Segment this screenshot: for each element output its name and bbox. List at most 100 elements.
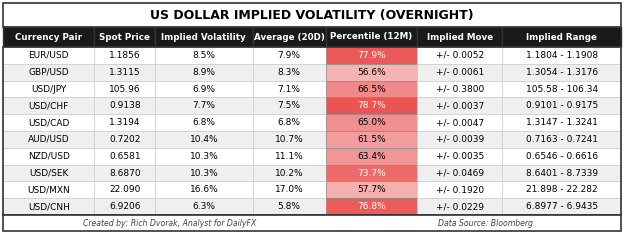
Text: 6.9206: 6.9206 — [109, 202, 140, 211]
Text: Implied Move: Implied Move — [427, 33, 493, 41]
Text: 10.3%: 10.3% — [190, 168, 218, 178]
Bar — [155, 148, 253, 165]
Bar — [253, 27, 326, 47]
Bar — [253, 47, 326, 64]
Text: 6.3%: 6.3% — [192, 202, 215, 211]
Bar — [326, 148, 417, 165]
Bar — [417, 27, 502, 47]
Text: 16.6%: 16.6% — [190, 185, 218, 194]
Text: 7.9%: 7.9% — [278, 51, 301, 60]
Bar — [94, 27, 155, 47]
Bar — [94, 97, 155, 114]
Bar — [326, 131, 417, 148]
Bar — [3, 27, 94, 47]
Text: Implied Volatility: Implied Volatility — [162, 33, 246, 41]
Text: +/- 0.3800: +/- 0.3800 — [436, 84, 484, 94]
Text: 7.1%: 7.1% — [278, 84, 301, 94]
Bar — [326, 181, 417, 198]
Bar — [417, 165, 502, 181]
Bar — [417, 80, 502, 97]
Text: 1.3147 - 1.3241: 1.3147 - 1.3241 — [526, 118, 598, 127]
Text: 57.7%: 57.7% — [357, 185, 386, 194]
Text: USD/CHF: USD/CHF — [29, 101, 69, 110]
Bar — [253, 165, 326, 181]
Bar — [502, 64, 621, 80]
Text: 105.58 - 106.34: 105.58 - 106.34 — [525, 84, 598, 94]
Bar — [417, 64, 502, 80]
Text: 6.9%: 6.9% — [192, 84, 215, 94]
Bar — [417, 97, 502, 114]
Text: 10.3%: 10.3% — [190, 152, 218, 161]
Bar — [502, 148, 621, 165]
Bar — [94, 64, 155, 80]
Text: 22.090: 22.090 — [109, 185, 140, 194]
Text: USD/CNH: USD/CNH — [28, 202, 70, 211]
Text: 8.6870: 8.6870 — [109, 168, 140, 178]
Bar — [155, 131, 253, 148]
Text: 10.2%: 10.2% — [275, 168, 303, 178]
Bar — [155, 97, 253, 114]
Bar — [253, 80, 326, 97]
Text: GBP/USD: GBP/USD — [29, 68, 69, 77]
Bar — [155, 47, 253, 64]
Bar — [326, 80, 417, 97]
Text: EUR/USD: EUR/USD — [29, 51, 69, 60]
Bar — [3, 3, 621, 27]
Text: 5.8%: 5.8% — [278, 202, 301, 211]
Bar — [326, 97, 417, 114]
Bar — [155, 114, 253, 131]
Text: Average (20D): Average (20D) — [254, 33, 324, 41]
Text: 6.8977 - 6.9435: 6.8977 - 6.9435 — [525, 202, 598, 211]
Text: 78.7%: 78.7% — [357, 101, 386, 110]
Text: +/- 0.1920: +/- 0.1920 — [436, 185, 484, 194]
Bar — [326, 27, 417, 47]
Bar — [3, 64, 94, 80]
Text: +/- 0.0229: +/- 0.0229 — [436, 202, 484, 211]
Text: +/- 0.0469: +/- 0.0469 — [436, 168, 484, 178]
Text: 0.7202: 0.7202 — [109, 135, 140, 144]
Text: 0.6581: 0.6581 — [109, 152, 140, 161]
Bar — [417, 47, 502, 64]
Text: 63.4%: 63.4% — [357, 152, 386, 161]
Bar — [155, 198, 253, 215]
Text: +/- 0.0061: +/- 0.0061 — [436, 68, 484, 77]
Text: 8.5%: 8.5% — [192, 51, 215, 60]
Bar — [3, 131, 94, 148]
Bar — [155, 165, 253, 181]
Text: NZD/USD: NZD/USD — [28, 152, 70, 161]
Text: USD/MXN: USD/MXN — [27, 185, 70, 194]
Bar — [502, 131, 621, 148]
Text: 1.3194: 1.3194 — [109, 118, 140, 127]
Text: 17.0%: 17.0% — [275, 185, 303, 194]
Bar — [94, 148, 155, 165]
Bar — [326, 47, 417, 64]
Text: 105.96: 105.96 — [109, 84, 140, 94]
Text: 66.5%: 66.5% — [357, 84, 386, 94]
Bar — [3, 165, 94, 181]
Text: Percentile (12M): Percentile (12M) — [330, 33, 412, 41]
Bar — [3, 215, 621, 231]
Bar — [417, 131, 502, 148]
Bar — [94, 165, 155, 181]
Text: Created by: Rich Dvorak, Analyst for DailyFX: Created by: Rich Dvorak, Analyst for Dai… — [83, 219, 256, 227]
Text: Currency Pair: Currency Pair — [15, 33, 82, 41]
Text: 65.0%: 65.0% — [357, 118, 386, 127]
Bar — [417, 181, 502, 198]
Text: 11.1%: 11.1% — [275, 152, 303, 161]
Bar — [502, 97, 621, 114]
Text: 76.8%: 76.8% — [357, 202, 386, 211]
Bar — [253, 148, 326, 165]
Text: 6.8%: 6.8% — [278, 118, 301, 127]
Bar — [94, 114, 155, 131]
Text: USD/CAD: USD/CAD — [28, 118, 69, 127]
Text: 1.1804 - 1.1908: 1.1804 - 1.1908 — [525, 51, 598, 60]
Text: 0.9138: 0.9138 — [109, 101, 140, 110]
Bar — [94, 47, 155, 64]
Text: US DOLLAR IMPLIED VOLATILITY (OVERNIGHT): US DOLLAR IMPLIED VOLATILITY (OVERNIGHT) — [150, 8, 474, 22]
Bar — [3, 97, 94, 114]
Bar — [326, 165, 417, 181]
Text: 8.9%: 8.9% — [192, 68, 215, 77]
Text: 10.7%: 10.7% — [275, 135, 303, 144]
Bar — [502, 198, 621, 215]
Text: 8.3%: 8.3% — [278, 68, 301, 77]
